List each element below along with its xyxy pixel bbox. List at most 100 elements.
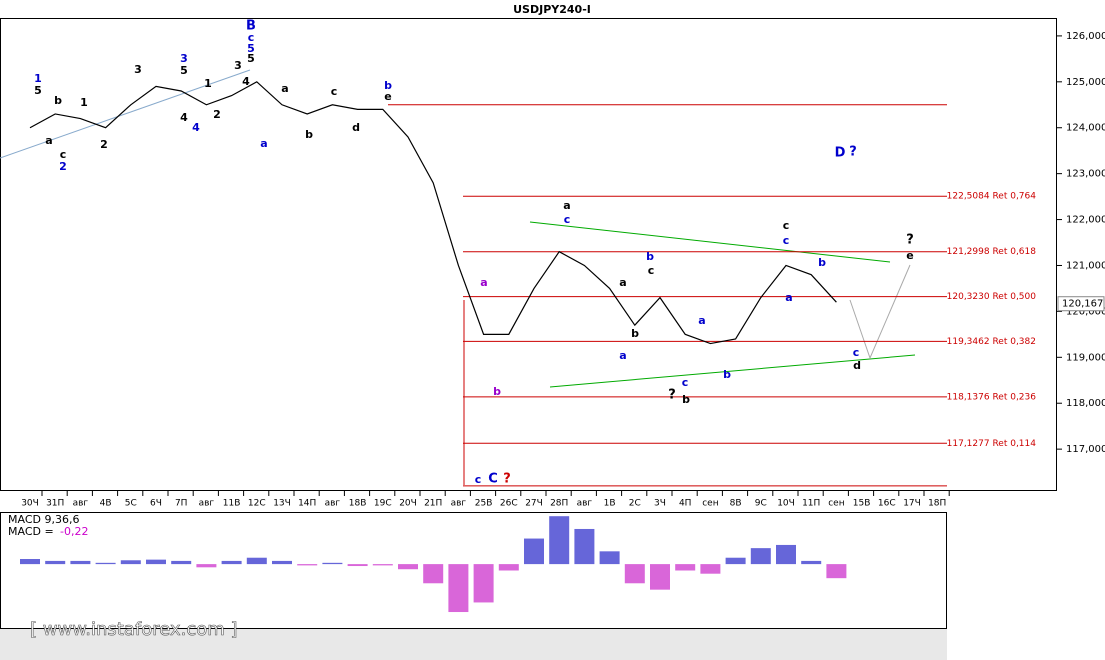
- wave-label: b: [723, 368, 731, 381]
- trend-line: [0, 69, 251, 159]
- wave-label: a: [698, 314, 705, 327]
- macd-bar: [146, 559, 166, 565]
- wave-label: c: [783, 219, 790, 232]
- x-tick-label: 2С: [629, 499, 641, 509]
- wave-label: b: [818, 256, 826, 269]
- wave-label: c: [248, 31, 255, 44]
- y-tick-label: 124,000: [1066, 123, 1105, 134]
- y-tick-label: 126,000: [1066, 31, 1105, 42]
- x-tick-label: 7П: [175, 499, 188, 509]
- wave-label: ?: [849, 145, 857, 160]
- wave-label: a: [480, 276, 487, 289]
- macd-bar: [524, 538, 544, 565]
- x-tick-label: 11В: [223, 499, 241, 509]
- macd-bar: [675, 564, 696, 571]
- macd-bar: [574, 528, 595, 565]
- macd-bar: [398, 564, 418, 570]
- y-tick-label: 117,000: [1066, 444, 1105, 455]
- x-tick-label: авг: [199, 499, 215, 509]
- watermark: [ www.instaforex.com ]: [30, 619, 238, 640]
- wave-label: 2: [213, 108, 221, 121]
- wave-label: a: [619, 349, 626, 362]
- y-tick-label: 121,000: [1066, 260, 1105, 271]
- level-label: 117,1277 Ret 0,114: [947, 439, 1037, 449]
- wave-label: 5: [34, 84, 42, 97]
- y-tick-label: 123,000: [1066, 169, 1105, 180]
- wave-label: 1: [204, 77, 212, 90]
- x-tick-label: 18П: [928, 499, 946, 509]
- wave-label: 4: [192, 121, 200, 134]
- macd-bar: [70, 560, 91, 565]
- last-price-box: [1057, 296, 1105, 312]
- macd-bar: [776, 544, 796, 565]
- indicator-value-label: MACD =: [8, 525, 54, 538]
- x-tick-label: 19С: [374, 499, 392, 509]
- macd-bar: [221, 560, 242, 565]
- wave-label: b: [493, 385, 501, 398]
- level-label: 118,1376 Ret 0,236: [947, 392, 1037, 402]
- macd-bar: [272, 560, 292, 565]
- x-tick-label: 30Ч: [21, 499, 39, 509]
- wave-label: c: [331, 85, 338, 98]
- x-tick-label: 3Ч: [654, 499, 666, 509]
- macd-bar: [322, 562, 343, 565]
- wave-label: 2: [59, 160, 67, 173]
- chart-title: USDJPY240-I: [513, 3, 591, 16]
- x-tick-label: 4П: [679, 499, 692, 509]
- projection: [849, 264, 911, 360]
- x-tick-label: 6Ч: [150, 499, 162, 509]
- plot-frame: [0, 18, 1057, 491]
- wave-label: 5: [247, 52, 255, 65]
- last-price-label: 120,167: [1062, 299, 1103, 310]
- x-tick-label: 9С: [755, 499, 767, 509]
- y-tick-label: 125,000: [1066, 77, 1105, 88]
- triangle-lower: [549, 354, 916, 388]
- x-tick-label: авг: [451, 499, 467, 509]
- macd-bar: [448, 564, 469, 613]
- x-tick-label: 14П: [298, 499, 316, 509]
- macd-bar: [801, 560, 822, 565]
- macd-bar: [725, 557, 746, 565]
- x-tick-label: 4В: [100, 499, 112, 509]
- x-tick-label: 1В: [604, 499, 616, 509]
- macd-bar: [423, 564, 444, 584]
- wave-label: b: [384, 79, 392, 92]
- macd-bar: [750, 548, 771, 565]
- wave-label: b: [631, 327, 639, 340]
- wave-label: a: [563, 199, 570, 212]
- macd-bar: [650, 564, 670, 590]
- level-label: 119,3462 Ret 0,382: [947, 337, 1036, 347]
- macd-bar: [95, 562, 116, 565]
- wave-label: c: [475, 473, 482, 486]
- wave-label: B: [246, 19, 256, 34]
- price-line: [29, 81, 837, 345]
- x-tick-label: 12С: [248, 499, 266, 509]
- x-tick-label: 31П: [46, 499, 64, 509]
- y-tick-label: 118,000: [1066, 398, 1105, 409]
- wave-label: b: [646, 250, 654, 263]
- wave-label: b: [682, 393, 690, 406]
- footer-band: [0, 629, 947, 660]
- x-tick-label: 27Ч: [525, 499, 543, 509]
- macd-bar: [45, 560, 66, 565]
- macd-bar: [624, 564, 645, 584]
- y-tick-label: 122,000: [1066, 215, 1105, 226]
- x-tick-label: 10Ч: [777, 499, 795, 509]
- x-tick-label: 26С: [500, 499, 518, 509]
- indicator-value: -0,22: [60, 525, 88, 538]
- x-tick-label: 28П: [550, 499, 568, 509]
- level-label: 120,3230 Ret 0,500: [947, 292, 1037, 302]
- triangle-upper: [529, 221, 891, 263]
- wave-label: b: [54, 94, 62, 107]
- macd-bar: [20, 559, 40, 565]
- macd-bar: [196, 564, 217, 568]
- wave-label: a: [281, 82, 288, 95]
- wave-label: ?: [906, 233, 914, 248]
- wave-label: C: [488, 472, 498, 487]
- macd-bar: [120, 560, 141, 565]
- x-tick-label: 13Ч: [273, 499, 291, 509]
- wave-label: 1: [80, 96, 88, 109]
- wave-label: 4: [242, 75, 250, 88]
- macd-bar: [347, 564, 368, 567]
